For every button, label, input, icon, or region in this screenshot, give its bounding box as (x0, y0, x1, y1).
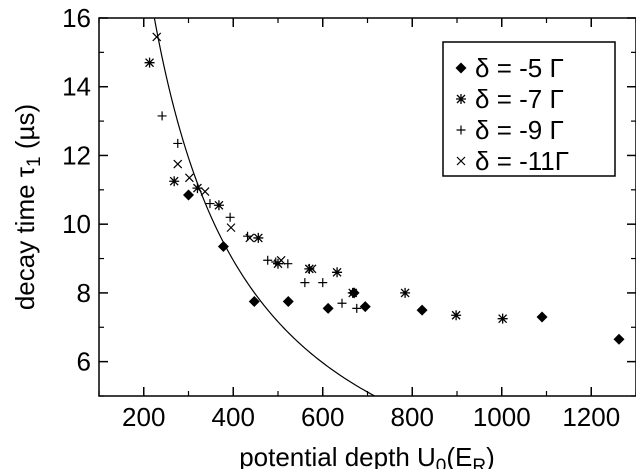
point-s2-2 (205, 199, 215, 209)
x-tick-label-4: 1000 (473, 402, 531, 432)
point-s0-3 (282, 296, 294, 307)
legend: δ = -5 Γ δ = -7 Γ δ = -9 Γ δ = -11Γ (442, 41, 616, 177)
point-s2-10 (337, 298, 347, 308)
point-s1-6 (304, 263, 315, 274)
point-s0-1 (217, 241, 229, 253)
point-s3-2 (184, 173, 194, 183)
axis-tick-labels: 200 400 600 800 1000 1200 6 8 10 12 14 16 (62, 3, 620, 432)
point-s3-5 (245, 233, 255, 243)
point-s2-9 (318, 278, 328, 288)
legend-box (442, 41, 616, 177)
point-s1-9 (400, 287, 411, 298)
point-s0-7 (416, 304, 428, 316)
x-tick-label-1: 400 (212, 402, 255, 432)
point-s1-0 (144, 57, 155, 68)
x-tick-label-3: 800 (391, 402, 434, 432)
legend-entry-3: δ = -11Γ (475, 146, 569, 176)
point-s1-3 (213, 200, 224, 211)
fit-curve-layer (153, 18, 376, 396)
point-s3-7 (307, 264, 317, 274)
x-tick-label-5: 1200 (562, 402, 620, 432)
legend-markers (455, 62, 467, 166)
point-s2-0 (157, 111, 167, 121)
y-axis-title: decay time τ1 (µs) (10, 104, 45, 310)
legend-marker-1 (456, 94, 466, 104)
point-s0-2 (248, 296, 260, 307)
point-s1-10 (451, 310, 462, 321)
point-s3-3 (200, 187, 210, 196)
y-tick-label-5: 16 (62, 3, 91, 33)
legend-entry-0: δ = -5 Γ (475, 53, 564, 83)
point-s0-0 (183, 189, 194, 201)
point-s0-6 (359, 301, 371, 313)
y-tick-label-2: 10 (62, 209, 91, 239)
point-s1-7 (332, 267, 343, 278)
x-axis-title: potential depth U0(ER) (239, 442, 495, 469)
point-s1-2 (192, 183, 203, 194)
point-s2-8 (300, 278, 310, 288)
point-s3-1 (173, 159, 183, 169)
x-tick-label-2: 600 (301, 402, 344, 432)
axis-ticks (98, 17, 636, 397)
point-s3-6 (276, 255, 286, 265)
y-axis-title-group: decay time τ1 (µs) (10, 104, 45, 310)
point-s1-11 (497, 313, 508, 324)
point-s2-11 (352, 303, 362, 313)
y-tick-label-3: 12 (62, 140, 91, 170)
legend-marker-0 (455, 62, 467, 74)
data-points-layer (144, 32, 625, 345)
point-s2-5 (263, 255, 273, 265)
point-s0-8 (536, 311, 548, 323)
point-s0-9 (613, 333, 625, 345)
legend-entry-2: δ = -9 Γ (475, 115, 564, 145)
legend-marker-3 (456, 156, 466, 166)
point-s1-4 (253, 232, 264, 243)
point-s3-4 (226, 223, 236, 233)
point-s3-0 (152, 32, 162, 42)
fit-curve (153, 18, 376, 396)
y-tick-label-0: 6 (77, 347, 91, 377)
point-s1-8 (347, 287, 358, 298)
y-tick-label-1: 8 (77, 278, 91, 308)
legend-entry-1: δ = -7 Γ (475, 84, 564, 114)
x-tick-label-0: 200 (122, 402, 165, 432)
point-s0-4 (322, 302, 334, 314)
point-s1-1 (169, 176, 180, 187)
point-s2-3 (225, 212, 235, 222)
point-s2-1 (173, 138, 183, 148)
y-tick-label-4: 14 (62, 72, 91, 102)
legend-marker-2 (456, 125, 466, 135)
